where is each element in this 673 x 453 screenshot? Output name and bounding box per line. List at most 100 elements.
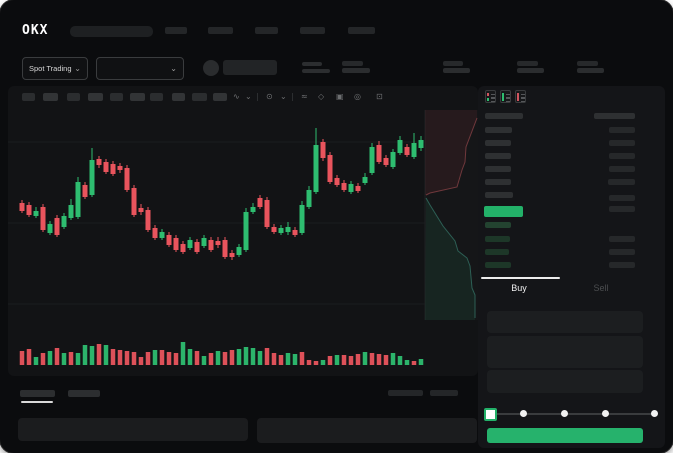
- total-field[interactable]: [487, 370, 643, 393]
- ask-amount-row[interactable]: [609, 206, 635, 212]
- timeframe-button[interactable]: [43, 93, 58, 101]
- slider-step-dot[interactable]: [560, 410, 568, 417]
- stat-value-placeholder: [517, 68, 544, 73]
- asks-mark: [517, 93, 519, 101]
- okx-logo[interactable]: OKX: [22, 23, 49, 38]
- stat-value-placeholder: [577, 68, 604, 73]
- ask-price-row[interactable]: [485, 179, 511, 185]
- market-type-dropdown[interactable]: Spot Trading ⌄: [22, 57, 88, 80]
- orderbook-header-right: [594, 113, 635, 119]
- divider: |: [256, 92, 259, 101]
- timeframe-button[interactable]: [172, 93, 185, 101]
- buy-tab[interactable]: Buy: [511, 283, 527, 293]
- bid-price-row[interactable]: [485, 222, 511, 228]
- ask-price-row[interactable]: [485, 153, 511, 159]
- ask-amount-row[interactable]: [609, 166, 635, 172]
- ask-amount-row[interactable]: [609, 153, 635, 159]
- timeframe-button[interactable]: [213, 93, 227, 101]
- chevron-down-icon[interactable]: ⌄: [280, 92, 287, 101]
- chevron-down-icon: ⌄: [74, 63, 81, 73]
- slider-step-dot[interactable]: [601, 410, 609, 417]
- row-mark: [520, 97, 525, 99]
- bid-amount-row[interactable]: [609, 236, 635, 242]
- row-mark: [505, 97, 510, 99]
- ask-amount-row[interactable]: [608, 179, 635, 185]
- indicator-wave-icon[interactable]: ∿: [233, 92, 240, 101]
- nav-item[interactable]: [300, 27, 325, 34]
- ask-price-row[interactable]: [485, 127, 512, 133]
- bid-mark: [487, 98, 489, 101]
- stat-label-placeholder: [577, 61, 598, 66]
- chevron-down-icon[interactable]: ⌄: [245, 92, 252, 101]
- active-tab-indicator: [481, 277, 560, 279]
- bottom-tab-underline: [21, 401, 53, 403]
- bid-amount-row[interactable]: [609, 262, 635, 268]
- stat-value-placeholder: [443, 68, 470, 73]
- magnet-icon[interactable]: ⊙: [266, 92, 273, 101]
- ask-amount-row[interactable]: [609, 195, 635, 201]
- row-mark: [520, 100, 525, 102]
- stat-label-placeholder: [443, 61, 463, 66]
- price-field[interactable]: [487, 311, 643, 333]
- orderbook-header-left: [485, 113, 523, 119]
- sell-tab[interactable]: Sell: [593, 283, 609, 293]
- bid-amount-row[interactable]: [609, 249, 635, 255]
- nav-item[interactable]: [255, 27, 278, 34]
- ask-amount-row[interactable]: [609, 140, 635, 146]
- bid-price-row[interactable]: [485, 262, 511, 268]
- orderbook-both-icon[interactable]: [485, 90, 496, 103]
- amount-slider-handle[interactable]: [484, 408, 497, 421]
- timeframe-button[interactable]: [88, 93, 103, 101]
- timeframe-button[interactable]: [130, 93, 145, 101]
- search-input[interactable]: [70, 26, 153, 37]
- row-mark: [505, 93, 510, 95]
- stat-label-placeholder: [517, 61, 538, 66]
- pair-select[interactable]: ⌄: [96, 57, 184, 80]
- divider: |: [291, 92, 294, 101]
- nav-item[interactable]: [208, 27, 233, 34]
- ask-mark: [487, 93, 489, 96]
- last-price-badge[interactable]: [484, 206, 523, 217]
- ask-amount-row[interactable]: [609, 127, 635, 133]
- clock-icon[interactable]: ◎: [354, 92, 361, 101]
- ask-price-row[interactable]: [485, 192, 513, 198]
- ask-price-row[interactable]: [485, 140, 511, 146]
- orderbook-bids-icon[interactable]: [500, 90, 511, 103]
- bottom-mini-label: [430, 390, 458, 396]
- slider-step-dot[interactable]: [519, 410, 527, 417]
- snapshot-icon[interactable]: ▣: [336, 92, 344, 101]
- slider-step-dot[interactable]: [650, 410, 658, 417]
- orderbook-asks-icon[interactable]: [515, 90, 526, 103]
- stat-value-placeholder: [342, 68, 370, 73]
- timeframe-button[interactable]: [110, 93, 123, 101]
- row-mark: [490, 100, 495, 102]
- market-type-label: Spot Trading: [29, 64, 72, 73]
- line-tool-icon[interactable]: ≈: [301, 92, 308, 101]
- timeframe-button[interactable]: [22, 93, 35, 101]
- orders-tab[interactable]: [68, 390, 100, 397]
- orders-list-panel: [18, 418, 248, 441]
- order-details-panel: [257, 418, 477, 443]
- coin-avatar[interactable]: [203, 60, 219, 76]
- bids-mark: [502, 93, 504, 101]
- bid-price-row[interactable]: [485, 249, 509, 255]
- row-mark: [505, 100, 510, 102]
- fullscreen-icon[interactable]: ⊡: [376, 92, 383, 101]
- amount-slider-track[interactable]: [489, 413, 654, 415]
- nav-item[interactable]: [348, 27, 375, 34]
- row-mark: [490, 93, 495, 95]
- orders-tab-active[interactable]: [20, 390, 55, 397]
- eraser-icon[interactable]: ◇: [318, 92, 325, 101]
- timeframe-button[interactable]: [192, 93, 207, 101]
- candlestick-chart[interactable]: [8, 86, 478, 376]
- nav-item[interactable]: [165, 27, 187, 34]
- bid-price-row[interactable]: [485, 236, 510, 242]
- timeframe-button[interactable]: [67, 93, 80, 101]
- ask-price-row[interactable]: [485, 166, 511, 172]
- amount-field[interactable]: [487, 336, 643, 368]
- timeframe-button[interactable]: [150, 93, 163, 101]
- buy-button[interactable]: [487, 428, 643, 443]
- chart-panel: ∿ ⌄ | ⊙ ⌄ | ≈ ◇ ▣ ◎ ⊡: [8, 86, 478, 376]
- balance-bar-placeholder: [302, 69, 330, 73]
